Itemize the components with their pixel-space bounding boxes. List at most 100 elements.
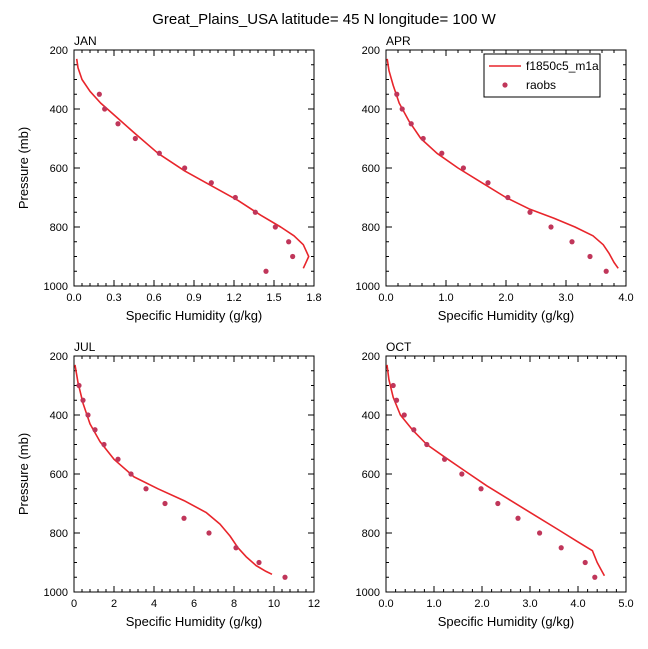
raobs-point [252,209,258,215]
x-tick-label: 1.0 [438,292,453,304]
x-tick-label: 3.0 [558,292,573,304]
panel-jan: JAN 0.0 0.3 0.6 0.9 1.2 1.5 1.8 200 400 600 800 1000… [16,34,322,323]
figure-title: Great_Plains_USA latitude= 45 N longitud… [152,11,496,28]
x-tick-label: 5.0 [618,598,633,610]
y-tick-label: 800 [362,528,380,540]
x-tick-label: 1.2 [226,292,241,304]
raobs-point [401,412,407,418]
panel-title: OCT [386,340,412,354]
legend-model-label: f1850c5_m1a [526,59,599,73]
x-axis-label: Specific Humidity (g/kg) [126,614,263,629]
y-axis-label: Pressure (mb) [16,433,31,515]
legend-obs-label: raobs [526,78,556,92]
y-tick-label: 600 [50,469,68,481]
x-tick-label: 3.0 [522,598,537,610]
plot-frame [385,355,627,593]
y-tick-label: 600 [362,163,380,175]
raobs-point [399,106,405,112]
raobs-point [569,239,575,245]
raobs-point [232,194,238,201]
raobs-point [515,515,521,521]
raobs-point [102,106,108,112]
raobs-point [128,471,134,477]
raobs-point [495,500,501,507]
raobs-point [411,427,417,433]
raobs-point [76,382,82,389]
x-tick-label: 1.5 [266,292,281,304]
x-tick-label: 10 [268,598,280,610]
x-axis-label: Specific Humidity (g/kg) [126,308,263,323]
raobs-point [408,121,414,127]
raobs-point [441,456,448,462]
raobs-point [115,456,121,462]
x-tick-label: 0 [71,598,77,610]
legend-dot-swatch [502,82,508,88]
model-profile-line [74,364,273,576]
x-tick-label: 1.8 [306,292,321,304]
raobs-point [101,441,107,448]
raobs-point [603,268,609,274]
panel-apr: APR 0.0 1.0 2.0 3.0 4.0 200 400 600 800 1000 Specif… [356,34,634,323]
x-tick-label: 0.0 [378,598,393,610]
raobs-point [537,530,543,536]
raobs-point [460,165,466,171]
y-tick-label: 600 [362,469,380,481]
raobs-point [394,91,400,97]
x-tick-label: 4 [151,598,157,610]
raobs-point [208,180,214,186]
x-tick-label: 6 [191,598,197,610]
panel-title: JUL [74,340,96,354]
x-tick-label: 0.3 [106,292,121,304]
raobs-point [459,471,465,477]
y-axis-label: Pressure (mb) [16,127,31,209]
raobs-point [162,500,168,507]
x-tick-label: 0.0 [378,292,393,304]
y-tick-label: 1000 [356,281,380,293]
model-profile-line [386,364,606,577]
raobs-point [587,253,593,260]
y-tick-label: 800 [50,528,68,540]
y-tick-label: 1000 [44,281,68,293]
raobs-point [527,209,533,215]
raobs-point [96,91,102,97]
raobs-point [263,268,269,274]
y-tick-label: 1000 [356,587,380,599]
x-tick-label: 0.6 [146,292,161,304]
model-profile-line [75,58,310,269]
y-tick-label: 600 [50,163,68,175]
x-tick-label: 2.0 [474,598,489,610]
raobs-point [256,559,262,566]
raobs-point [132,135,138,142]
raobs-point [420,135,426,142]
raobs-point [485,180,491,186]
x-tick-label: 0.9 [186,292,201,304]
y-tick-label: 200 [50,45,68,57]
raobs-point [582,559,588,566]
legend-box [483,53,601,98]
raobs-point [85,412,91,418]
x-tick-label: 12 [308,598,320,610]
raobs-point [286,239,292,245]
raobs-point [439,150,445,156]
panel-jul: JUL 0 2 4 6 8 10 12 200 400 600 800 1000 Specific Hum… [16,340,320,629]
raobs-point [592,574,598,580]
panel-title: APR [386,34,411,48]
raobs-point [558,545,564,551]
x-axis-label: Specific Humidity (g/kg) [438,308,575,323]
plot-frame [73,355,315,593]
raobs-point [182,165,188,171]
raobs-point [80,397,86,403]
y-tick-label: 200 [50,351,68,363]
raobs-point [548,224,554,230]
y-tick-label: 400 [50,104,68,116]
raobs-point [115,121,121,127]
y-tick-label: 1000 [44,587,68,599]
panel-title: JAN [74,34,97,48]
y-tick-label: 800 [50,222,68,234]
raobs-point [424,441,430,448]
panel-oct: OCT 0.0 1.0 2.0 3.0 4.0 5.0 200 400 600 800 1000 Spe… [356,340,634,629]
model-profile-line [386,58,619,269]
